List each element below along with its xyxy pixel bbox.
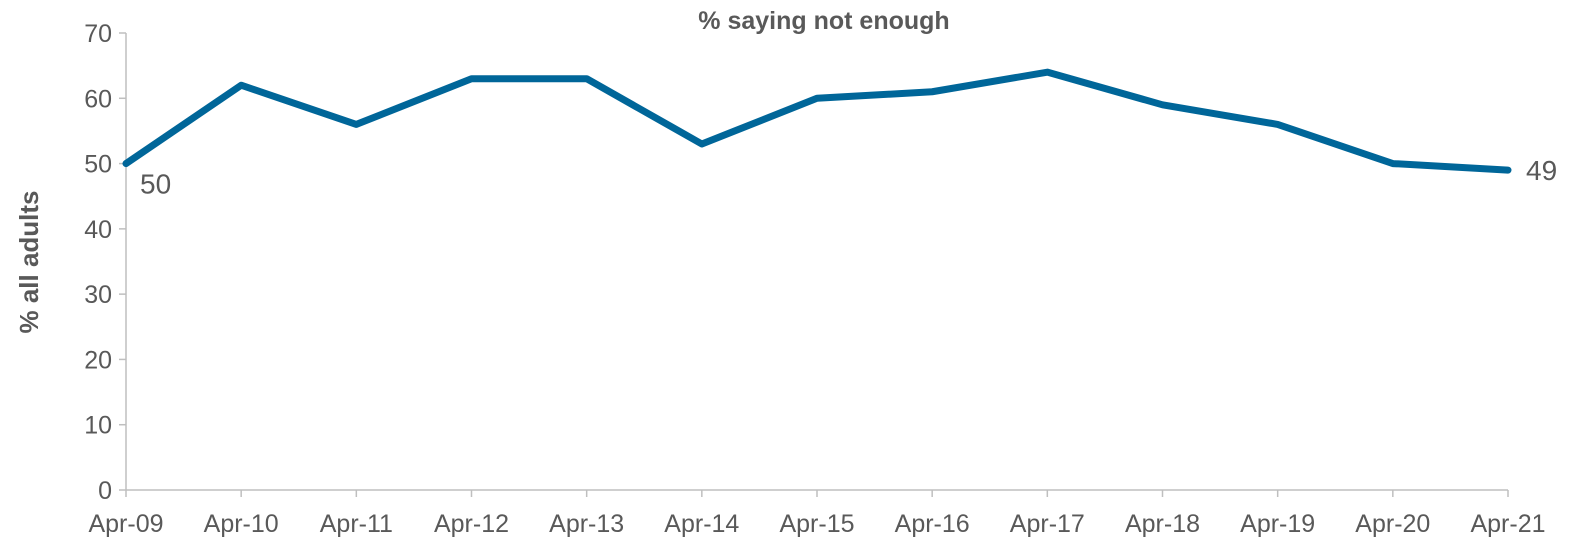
- x-tick-label: Apr-16: [895, 510, 970, 538]
- y-tick-label: 60: [84, 85, 112, 113]
- x-tick-label: Apr-13: [549, 510, 624, 538]
- y-tick-label: 10: [84, 412, 112, 440]
- x-tick-label: Apr-14: [664, 510, 739, 538]
- data-labels: 50 49: [140, 155, 1557, 199]
- x-tick-label: Apr-12: [434, 510, 509, 538]
- x-tick-label: Apr-15: [779, 510, 854, 538]
- x-tick-label: Apr-18: [1125, 510, 1200, 538]
- y-tick-label: 30: [84, 281, 112, 309]
- data-label: 49: [1526, 155, 1557, 186]
- x-tick-label: Apr-11: [320, 510, 393, 538]
- x-axis-ticks: Apr-09 Apr-10 Apr-11 Apr-12 Apr-13 Apr-14 Apr-…: [88, 490, 1546, 538]
- series-line: [122, 68, 1512, 174]
- y-tick-label: 40: [84, 216, 112, 244]
- y-axis-title: % all adults: [14, 190, 44, 333]
- x-tick-label: Apr-09: [88, 510, 163, 538]
- y-tick-label: 0: [98, 477, 112, 505]
- x-tick-label: Apr-20: [1355, 510, 1430, 538]
- x-tick-label: Apr-21: [1470, 510, 1545, 538]
- y-axis-ticks: 0 10 20 30 40 50 60 70: [84, 20, 126, 505]
- y-tick-label: 50: [84, 151, 112, 179]
- data-label: 50: [140, 169, 171, 200]
- x-tick-label: Apr-17: [1010, 510, 1085, 538]
- chart-title: % saying not enough: [698, 7, 949, 35]
- y-tick-label: 20: [84, 346, 112, 374]
- series-group: [122, 68, 1512, 174]
- x-tick-label: Apr-19: [1240, 510, 1315, 538]
- y-tick-label: 70: [84, 20, 112, 48]
- x-tick-label: Apr-10: [204, 510, 279, 538]
